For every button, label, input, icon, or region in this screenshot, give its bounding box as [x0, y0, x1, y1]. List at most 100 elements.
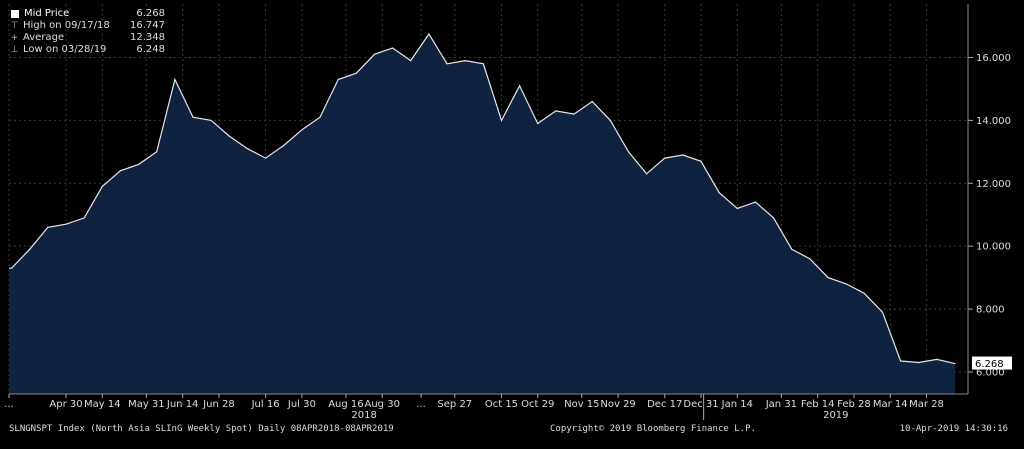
x-tick-label: Feb 14 [801, 399, 835, 410]
legend-item-mid-price[interactable]: Mid Price 6.268 [9, 8, 165, 20]
low-marker-icon: ⊥ [10, 44, 19, 55]
series-line [9, 32, 956, 365]
legend-name: Average [23, 32, 65, 43]
data-point [609, 119, 611, 121]
data-point [464, 60, 466, 62]
data-point [246, 148, 249, 150]
x-tick-label: May 14 [84, 399, 121, 410]
x-tick-label: Aug 30 [365, 399, 400, 410]
x-tick-label: Dec 17 [647, 399, 682, 410]
data-point [392, 47, 394, 49]
data-point [119, 170, 122, 172]
x-tick-label: Nov 15 [564, 399, 599, 410]
data-point [736, 207, 738, 209]
data-point [555, 110, 557, 112]
data-point [265, 157, 267, 159]
legend-swatch-icon [11, 10, 19, 18]
data-point [283, 144, 285, 147]
legend-item-low[interactable]: ⊥ Low on 03/28/19 6.248 [9, 44, 165, 56]
y-tick-label: 12.000 [976, 179, 1011, 190]
data-point [337, 78, 339, 81]
y-tick-label: 6.000 [976, 367, 1005, 378]
data-point [646, 173, 648, 175]
x-tick-label: Jan 31 [765, 399, 797, 410]
data-point [47, 226, 49, 228]
data-point [627, 151, 630, 153]
x-tick-label: May 31 [128, 399, 165, 410]
data-point [918, 361, 920, 364]
x-year-label: 2019 [823, 410, 848, 421]
x-tick-label: Aug 16 [328, 399, 363, 410]
data-point [954, 363, 956, 365]
last-value-label: 6.268 [975, 359, 1004, 370]
x-tick-label: Apr 30 [49, 399, 82, 410]
data-point [83, 217, 85, 219]
data-point [482, 63, 484, 65]
data-point [192, 116, 194, 118]
data-point [773, 217, 775, 219]
data-point [174, 78, 176, 81]
legend-value: 6.268 [136, 8, 165, 19]
x-tick-label: Jul 16 [251, 399, 280, 410]
data-point [900, 360, 902, 362]
y-tick-label: 16.000 [976, 53, 1011, 64]
series-fill [9, 34, 955, 394]
footer-timestamp: 10-Apr-2019 14:30:16 [899, 424, 1008, 434]
data-point [718, 192, 720, 194]
data-point [664, 157, 666, 159]
x-tick-label: Dec 31 [683, 399, 718, 410]
data-point [446, 63, 448, 65]
y-tick-label: 14.000 [976, 116, 1011, 127]
data-point [700, 160, 702, 162]
footer: SLNGNSPT Index (North Asia SLInG Weekly … [0, 424, 1024, 436]
x-tick-label: Sep 27 [437, 399, 472, 410]
x-tick-label: Jun 28 [202, 399, 235, 410]
x-tick-label: Oct 15 [485, 399, 518, 410]
x-tick-label: Nov 29 [600, 399, 635, 410]
legend-value: 16.747 [130, 20, 165, 31]
data-point [355, 72, 357, 74]
legend-name: High on 09/17/18 [23, 20, 110, 31]
axes: 6.000 8.000 10.000 12.000 14.000 16.000... Apr… [4, 4, 1012, 421]
series-area [9, 32, 956, 394]
legend-value: 12.348 [130, 32, 165, 43]
data-point [101, 185, 103, 187]
x-tick-label: Jun 14 [166, 399, 199, 410]
data-point [301, 129, 303, 131]
data-point [210, 119, 212, 121]
data-point [827, 277, 829, 279]
data-point [373, 53, 376, 55]
x-tick-label: ... [416, 399, 426, 410]
data-point [65, 223, 67, 225]
data-point [845, 283, 847, 285]
x-tick-label: ... [4, 399, 14, 410]
data-point [319, 116, 321, 118]
legend: Mid Price 6.268 ⊤ High on 09/17/18 16.74… [9, 8, 165, 56]
data-point [809, 258, 811, 260]
data-point [11, 267, 13, 269]
footer-copyright: Copyright© 2019 Bloomberg Finance L.P. [550, 424, 756, 434]
x-tick-label: Jul 30 [287, 399, 316, 410]
average-marker-icon: + [10, 32, 19, 43]
data-point [228, 135, 230, 137]
y-tick-label: 8.000 [976, 305, 1005, 316]
data-point [754, 201, 757, 203]
legend-value: 6.248 [136, 44, 165, 55]
data-point [138, 163, 140, 165]
data-point [863, 292, 865, 294]
data-point [519, 85, 521, 87]
data-point [29, 248, 31, 250]
data-point [591, 100, 593, 103]
y-tick-label: 10.000 [976, 242, 1011, 253]
legend-item-average[interactable]: + Average 12.348 [9, 32, 165, 44]
data-point [156, 151, 158, 153]
x-tick-label: Jan 14 [721, 399, 753, 410]
legend-item-high[interactable]: ⊤ High on 09/17/18 16.747 [9, 20, 165, 32]
data-point [500, 119, 503, 121]
data-point [936, 358, 938, 360]
legend-name: Mid Price [24, 8, 70, 19]
x-tick-label: Mar 14 [873, 399, 908, 410]
data-point [428, 33, 430, 35]
legend-name: Low on 03/28/19 [23, 44, 107, 55]
